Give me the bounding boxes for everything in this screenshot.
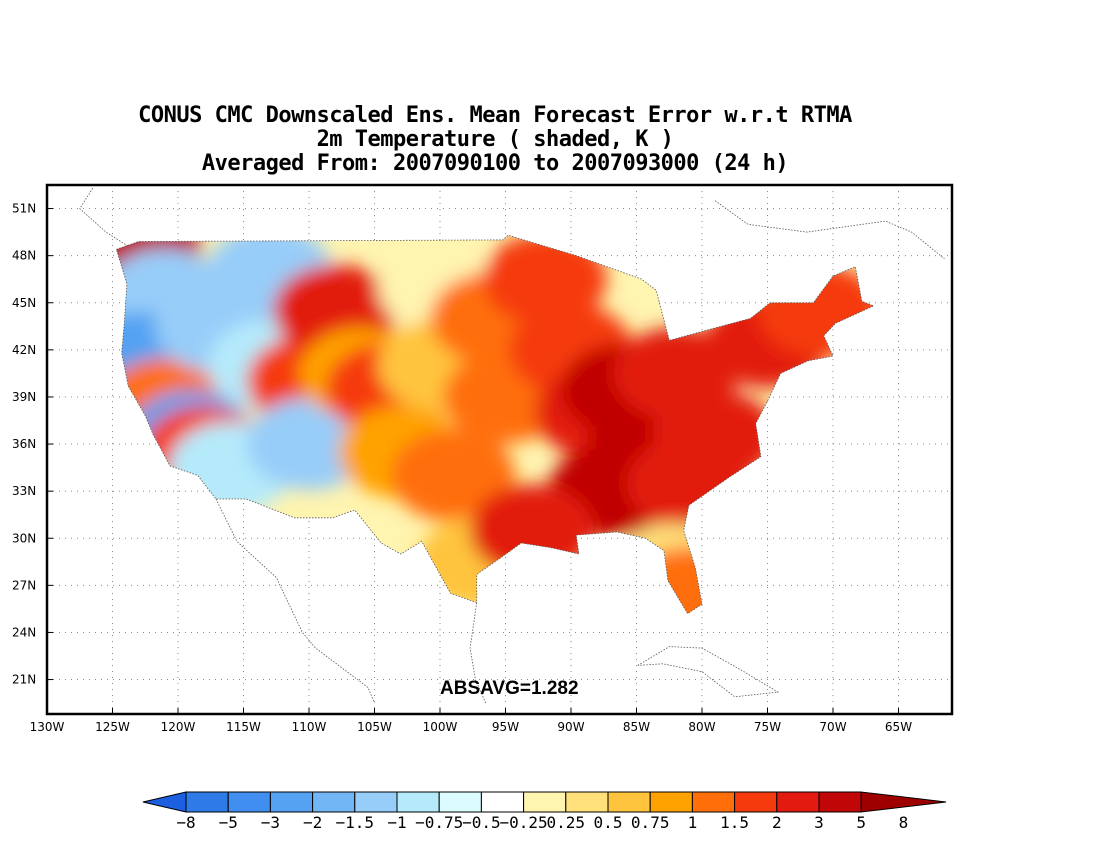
lon-label: 95W — [492, 720, 519, 734]
lat-label: 45N — [12, 296, 36, 310]
lon-label: 110W — [292, 720, 327, 734]
lat-label: 30N — [12, 531, 36, 545]
lon-label: 75W — [754, 720, 781, 734]
title-line-1: CONUS CMC Downscaled Ens. Mean Forecast … — [138, 103, 852, 128]
colorbar-label: 1.5 — [720, 813, 749, 832]
lat-label: 36N — [12, 437, 36, 451]
absavg-annotation: ABSAVG=1.282 — [440, 678, 579, 699]
colorbar-label: 8 — [899, 813, 909, 832]
lat-label: 33N — [12, 484, 36, 498]
colorbar-swatch — [776, 791, 820, 813]
lon-label: 65W — [885, 720, 912, 734]
longitude-labels: 130W 125W 120W 115W 110W 105W 100W 95W 90W 85W 80W… — [30, 708, 912, 734]
colorbar-label: 0.5 — [594, 813, 623, 832]
lon-label: 115W — [226, 720, 261, 734]
gulf-coast — [469, 602, 487, 704]
error-field-point — [247, 398, 371, 491]
lat-label: 24N — [12, 625, 36, 639]
colorbar-swatch — [734, 791, 778, 813]
lon-label: 100W — [423, 720, 458, 734]
lon-label: 130W — [30, 720, 65, 734]
colorbar-label: 0.25 — [547, 813, 586, 832]
colorbar-label: −8 — [176, 813, 195, 832]
colorbar-label: 3 — [814, 813, 824, 832]
colorbar: −8 −5 −3 −2 −1.5 −1 −0.75−0.5−0.250.25 0.5 0.75 1… — [142, 791, 947, 832]
lat-label: 42N — [12, 343, 36, 357]
colorbar-label: −0.25 — [500, 813, 548, 832]
colorbar-swatch — [607, 791, 651, 813]
coastlines — [79, 187, 945, 704]
lon-label: 85W — [623, 720, 650, 734]
colorbar-label: −0.75 — [415, 813, 463, 832]
colorbar-swatch — [649, 791, 693, 813]
colorbar-swatch — [269, 791, 314, 813]
lat-label: 21N — [12, 673, 36, 687]
colorbar-swatch — [818, 791, 862, 813]
error-field-point — [653, 390, 778, 483]
lat-label: 27N — [12, 578, 36, 592]
colorbar-label: 1 — [688, 813, 698, 832]
error-field-point — [391, 429, 516, 522]
colorbar-label: −0.5 — [462, 813, 501, 832]
colorbar-swatch — [185, 791, 229, 813]
cuba-outline — [637, 646, 780, 698]
colorbar-swatch — [523, 791, 567, 813]
conus-outline — [115, 234, 875, 615]
lat-label: 51N — [12, 202, 36, 216]
colorbar-swatch — [312, 791, 356, 813]
latitude-labels: 51N 48N 45N 42N 39N 36N 33N 30N 27N 24N 21N — [12, 202, 53, 687]
lat-label: 39N — [12, 390, 36, 404]
temperature-error-shading — [116, 235, 874, 614]
error-field-blobs — [116, 235, 874, 614]
canada-east-coast — [714, 200, 945, 260]
colorbar-high-arrow — [860, 791, 947, 813]
lon-label: 120W — [161, 720, 196, 734]
colorbar-label: 0.75 — [631, 813, 670, 832]
colorbar-swatch — [227, 791, 271, 813]
lat-label: 48N — [12, 249, 36, 263]
title-line-3: Averaged From: 2007090100 to 2007093000 … — [201, 151, 789, 176]
colorbar-swatch — [354, 791, 398, 813]
colorbar-label: −2 — [303, 813, 322, 832]
colorbar-swatch — [396, 791, 440, 813]
error-field-point — [482, 235, 607, 326]
mexico-coast — [215, 498, 375, 704]
colorbar-swatch — [691, 791, 736, 813]
lon-label: 105W — [357, 720, 392, 734]
lon-label: 70W — [819, 720, 846, 734]
colorbar-label: −5 — [219, 813, 238, 832]
title-line-2: 2m Temperature ( shaded, K ) — [316, 127, 674, 152]
colorbar-swatch — [438, 791, 482, 813]
map-frame — [45, 183, 954, 716]
colorbar-label: 5 — [856, 813, 866, 832]
lon-label: 80W — [688, 720, 715, 734]
colorbar-swatch — [480, 791, 525, 813]
colorbar-label: −3 — [261, 813, 280, 832]
lon-label: 125W — [95, 720, 130, 734]
colorbar-swatch — [565, 791, 609, 813]
colorbar-label: −1 — [387, 813, 406, 832]
bc-coast — [79, 187, 129, 247]
lon-label: 90W — [557, 720, 584, 734]
colorbar-low-arrow — [142, 791, 187, 813]
colorbar-label: −1.5 — [336, 813, 375, 832]
colorbar-label: 2 — [772, 813, 782, 832]
